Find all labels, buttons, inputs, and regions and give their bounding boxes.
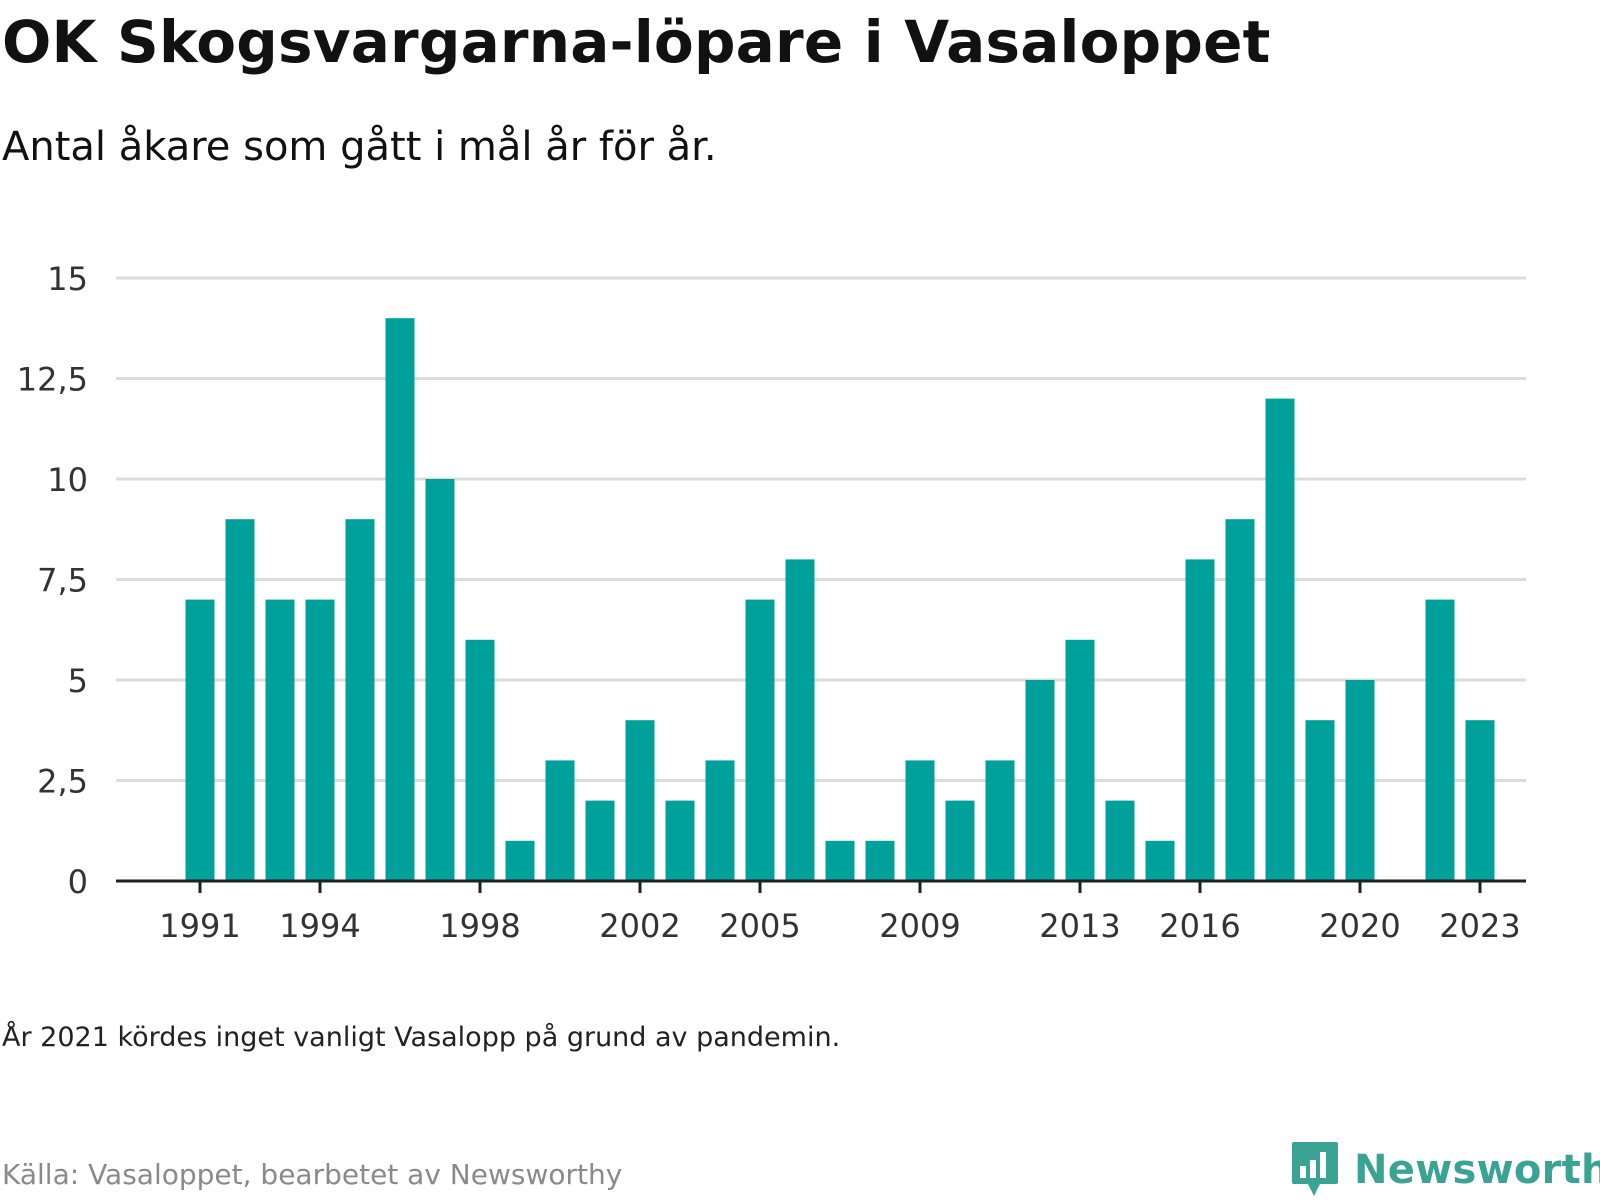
bar-2017 <box>1225 519 1255 881</box>
y-tick-label: 7,5 <box>37 562 88 600</box>
bar-1992 <box>225 519 255 881</box>
y-tick-label: 0 <box>68 863 88 901</box>
bar-2003 <box>665 800 695 881</box>
y-tick-label: 2,5 <box>37 763 88 801</box>
bar-1999 <box>505 840 535 881</box>
x-tick-label: 2002 <box>599 907 680 945</box>
x-tick-label: 1991 <box>159 907 240 945</box>
bar-2000 <box>545 760 575 881</box>
bar-2016 <box>1185 559 1215 881</box>
bar-2007 <box>825 840 855 881</box>
bar-2008 <box>865 840 895 881</box>
x-axis-tick-labels: 1991 1994 1998 2002 2005 2009 2013 2016 2020 2023 <box>159 907 1520 945</box>
x-tick-label: 2020 <box>1319 907 1400 945</box>
bar-2001 <box>585 800 615 881</box>
x-tick-label: 1994 <box>279 907 360 945</box>
bar-2022 <box>1425 599 1455 881</box>
source-credit: Källa: Vasaloppet, bearbetet av Newswort… <box>2 1158 623 1191</box>
bar-2009 <box>905 760 935 881</box>
bar-1994 <box>305 599 335 881</box>
x-tick-label: 2005 <box>719 907 800 945</box>
bar-2004 <box>705 760 735 881</box>
bars <box>185 318 1495 881</box>
bar-1993 <box>265 599 295 881</box>
brand-logo: Newsworthy <box>1290 1140 1600 1200</box>
x-tick-label: 2016 <box>1159 907 1240 945</box>
bar-2014 <box>1105 800 1135 881</box>
y-axis-tick-labels: 0 2,5 5 7,5 10 12,5 15 <box>17 260 88 901</box>
y-tick-label: 15 <box>47 260 88 298</box>
bar-chart-speech-bubble-icon <box>1292 1142 1338 1196</box>
x-axis <box>116 879 1526 893</box>
y-tick-label: 5 <box>68 662 88 700</box>
x-tick-label: 1998 <box>439 907 520 945</box>
bar-2005 <box>745 599 775 881</box>
bar-2013 <box>1065 639 1095 881</box>
bar-1995 <box>345 519 375 881</box>
brand-name: Newsworthy <box>1354 1147 1600 1193</box>
chart-subtitle: Antal åkare som gått i mål år för år. <box>2 124 717 170</box>
x-tick-label: 2023 <box>1439 907 1520 945</box>
bar-1991 <box>185 599 215 881</box>
bar-2020 <box>1345 680 1375 881</box>
bar-chart: 0 2,5 5 7,5 10 12,5 15 1991 1994 1998 2002 2005 200… <box>17 260 1526 945</box>
bar-2006 <box>785 559 815 881</box>
bar-2015 <box>1145 840 1175 881</box>
bar-1996 <box>385 318 415 881</box>
bar-2011 <box>985 760 1015 881</box>
y-tick-label: 10 <box>47 461 88 499</box>
y-tick-label: 12,5 <box>17 361 88 399</box>
bar-2019 <box>1305 720 1335 881</box>
x-tick-label: 2013 <box>1039 907 1120 945</box>
bar-1998 <box>465 639 495 881</box>
bar-1997 <box>425 479 455 881</box>
bar-2023 <box>1465 720 1495 881</box>
bar-2018 <box>1265 398 1295 881</box>
bar-2002 <box>625 720 655 881</box>
footnote: År 2021 kördes inget vanligt Vasalopp på… <box>2 1022 841 1053</box>
x-tick-label: 2009 <box>879 907 960 945</box>
bar-2010 <box>945 800 975 881</box>
chart-title: OK Skogsvargarna-löpare i Vasaloppet <box>2 8 1271 76</box>
bar-2012 <box>1025 680 1055 881</box>
